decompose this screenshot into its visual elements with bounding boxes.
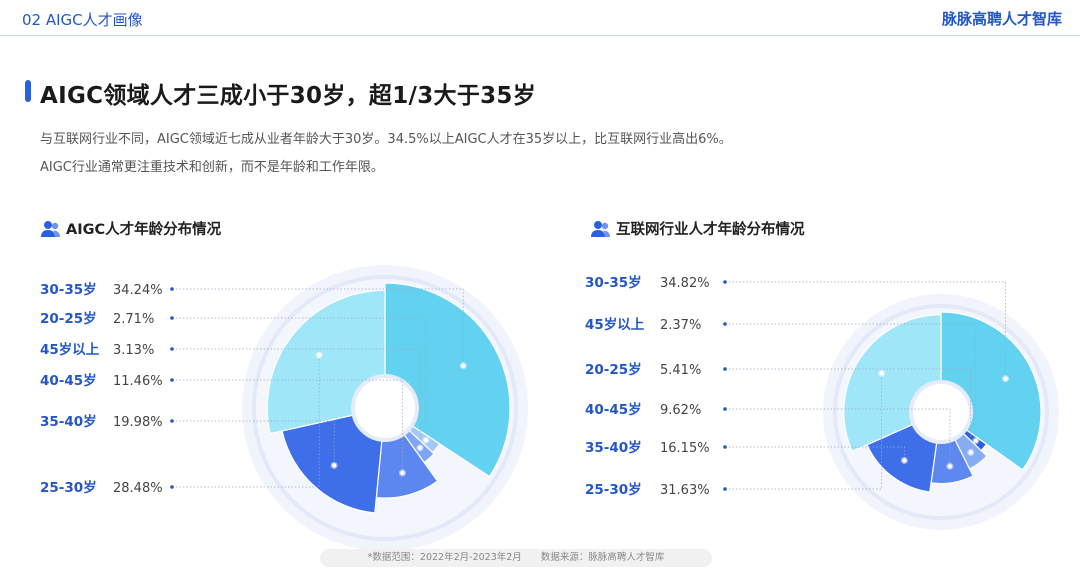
internet-legend-label-1: 45岁以上 xyxy=(585,316,645,333)
internet-value-label-3: 9.62% xyxy=(660,403,701,418)
internet-slice-marker-3 xyxy=(947,464,953,469)
aigc-legend-dot-0 xyxy=(170,287,174,291)
footer-range: *数据范围：2022年2月-2023年2月 xyxy=(367,552,522,563)
internet-value-label-0: 34.82% xyxy=(660,276,710,291)
section-label: 02 AIGC人才画像 xyxy=(22,11,143,29)
aigc-leader-line-2 xyxy=(176,348,421,448)
aigc-leader-line-3 xyxy=(176,379,403,473)
internet-legend-label-5: 25-30岁 xyxy=(585,481,642,498)
aigc-value-label-0: 34.24% xyxy=(113,283,163,298)
internet-slice-marker-2 xyxy=(968,450,973,455)
internet-value-label-2: 5.41% xyxy=(660,363,701,378)
title-accent-bar xyxy=(25,80,31,102)
internet-legend-dot-2 xyxy=(723,367,727,371)
people-icon xyxy=(41,220,60,237)
page-title: AIGC领域人才三成小于30岁，超1/3大于35岁 xyxy=(40,83,537,109)
internet-value-label-5: 31.63% xyxy=(660,483,710,498)
aigc-legend-dot-5 xyxy=(170,485,174,489)
brand-name: 脉脉高聘人才智库 xyxy=(941,10,1062,28)
aigc-slice-marker-2 xyxy=(417,445,423,450)
internet-value-label-1: 2.37% xyxy=(660,318,701,333)
top-bar: 02 AIGC人才画像 脉脉高聘人才智库 xyxy=(0,0,1080,40)
aigc-value-label-3: 11.46% xyxy=(113,374,163,389)
aigc-value-label-2: 3.13% xyxy=(113,343,154,358)
aigc-slice-marker-1 xyxy=(423,437,429,443)
internet-slice-marker-1 xyxy=(973,438,978,443)
footer-source: 数据来源：脉脉高聘人才智库 xyxy=(540,552,665,563)
aigc-leader-line-0 xyxy=(176,288,464,366)
internet-legend-dot-0 xyxy=(723,280,727,284)
aigc-legend-label-1: 20-25岁 xyxy=(40,310,97,327)
aigc-legend-label-3: 40-45岁 xyxy=(40,372,97,389)
internet-legend-dot-4 xyxy=(723,445,727,449)
internet-legend-label-2: 20-25岁 xyxy=(585,361,642,378)
internet-chart-title: 互联网行业人才年龄分布情况 xyxy=(590,218,805,239)
header-divider xyxy=(0,35,1080,36)
aigc-legend-dot-3 xyxy=(170,378,174,382)
internet-legend-label-0: 30-35岁 xyxy=(585,274,642,291)
internet-slice-marker-4 xyxy=(902,458,907,463)
internet-leader-line-0 xyxy=(729,281,1006,379)
internet-slice-marker-0 xyxy=(1003,376,1008,381)
aigc-legend-label-0: 30-35岁 xyxy=(40,281,97,298)
aigc-value-label-5: 28.48% xyxy=(113,481,163,496)
internet-legend-dot-3 xyxy=(723,407,727,411)
aigc-chart-title-text: AIGC人才年龄分布情况 xyxy=(66,222,222,238)
internet-leader-line-2 xyxy=(729,368,972,453)
aigc-legend-label-4: 35-40岁 xyxy=(40,413,97,430)
internet-leader-line-4 xyxy=(729,446,905,461)
aigc-chart-title: AIGC人才年龄分布情况 xyxy=(40,218,221,239)
aigc-leader-line-4 xyxy=(176,420,335,466)
description-line-1: 与互联网行业不同，AIGC领域近七成从业者年龄大于30岁。34.5%以上AIGC… xyxy=(40,132,732,147)
internet-center-hole xyxy=(913,384,969,440)
aigc-leader-line-5 xyxy=(176,355,320,488)
aigc-legend-label-2: 45岁以上 xyxy=(40,341,100,358)
internet-legend-dot-5 xyxy=(723,487,727,491)
internet-legend-label-4: 35-40岁 xyxy=(585,439,642,456)
aigc-slice-marker-4 xyxy=(331,463,337,468)
aigc-legend-dot-1 xyxy=(170,316,174,320)
internet-leader-line-3 xyxy=(729,408,951,467)
aigc-slice-marker-5 xyxy=(316,353,322,358)
internet-chart-title-text: 互联网行业人才年龄分布情况 xyxy=(616,222,805,238)
aigc-legend-label-5: 25-30岁 xyxy=(40,479,97,496)
description-line-2: AIGC行业通常更注重技术和创新，而不是年龄和工作年限。 xyxy=(40,160,384,175)
aigc-legend-dot-4 xyxy=(170,419,174,423)
internet-legend-label-3: 40-45岁 xyxy=(585,401,642,418)
footer-note: *数据范围：2022年2月-2023年2月 数据来源：脉脉高聘人才智库 xyxy=(320,549,712,567)
aigc-leader-line-1 xyxy=(176,317,427,441)
people-icon xyxy=(591,220,610,237)
aigc-slice-marker-3 xyxy=(400,470,405,476)
internet-value-label-4: 16.15% xyxy=(660,441,710,456)
internet-legend-dot-1 xyxy=(723,322,727,326)
aigc-slice-marker-0 xyxy=(461,363,466,368)
internet-slice-marker-5 xyxy=(879,371,884,376)
aigc-center-hole xyxy=(355,378,415,438)
aigc-value-label-1: 2.71% xyxy=(113,312,154,327)
aigc-value-label-4: 19.98% xyxy=(113,415,163,430)
aigc-legend-dot-2 xyxy=(170,347,174,351)
